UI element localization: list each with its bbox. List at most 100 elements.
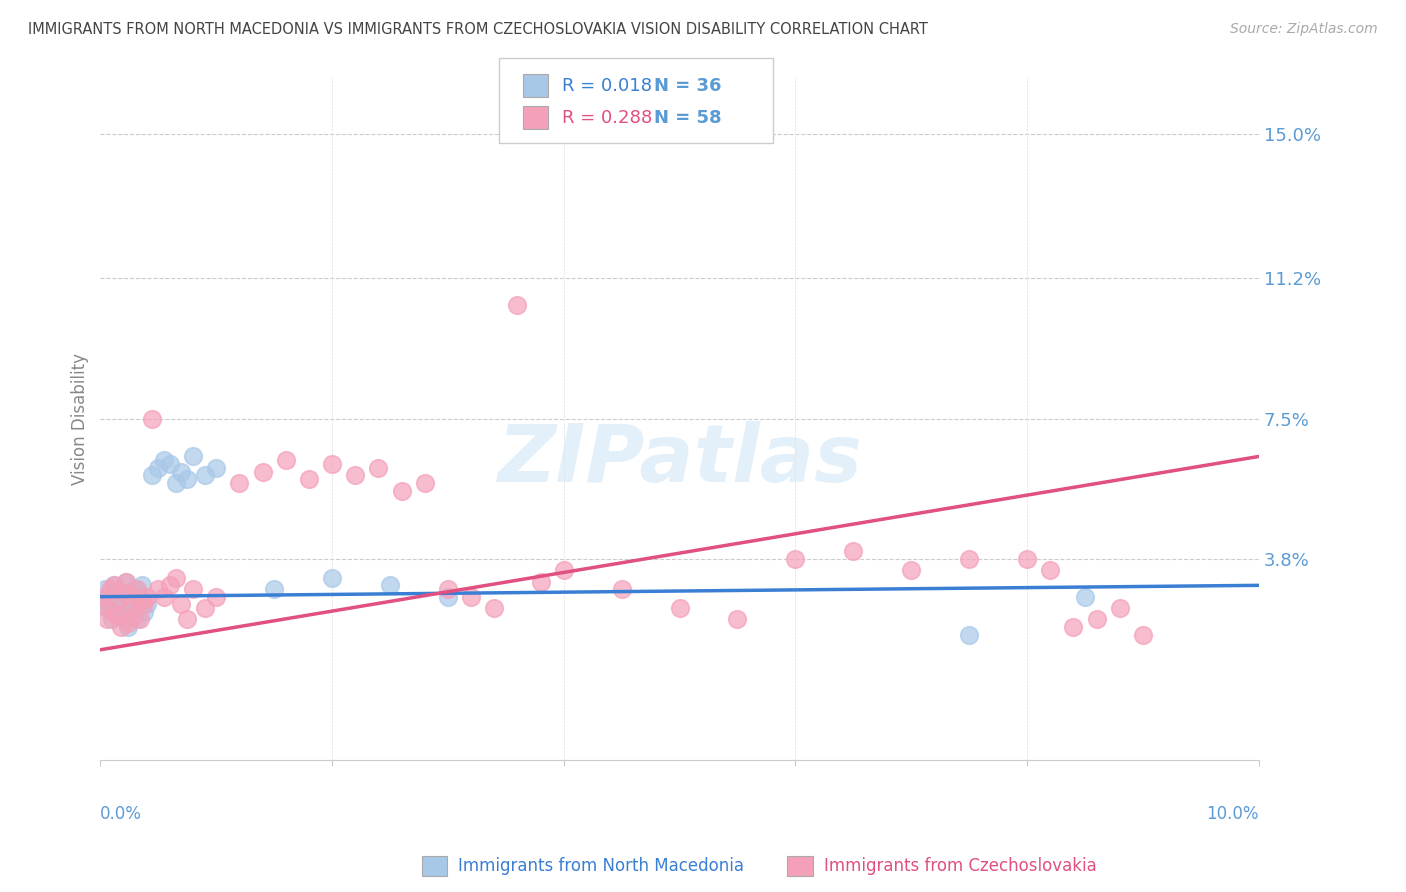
Point xyxy=(148,582,170,596)
Point xyxy=(98,590,121,604)
Point xyxy=(413,475,436,490)
Point xyxy=(321,571,343,585)
Point xyxy=(252,465,274,479)
Point xyxy=(117,620,139,634)
Text: ZIPatlas: ZIPatlas xyxy=(498,420,862,499)
Point xyxy=(1039,563,1062,577)
Point xyxy=(194,601,217,615)
Point xyxy=(900,563,922,577)
Point xyxy=(378,578,401,592)
Point xyxy=(165,475,187,490)
Text: 10.0%: 10.0% xyxy=(1206,805,1258,823)
Text: N = 36: N = 36 xyxy=(654,77,721,95)
Point xyxy=(124,590,146,604)
Point xyxy=(153,453,176,467)
Point xyxy=(148,460,170,475)
Point xyxy=(112,586,135,600)
Point xyxy=(114,574,136,589)
Point xyxy=(127,612,149,626)
Point xyxy=(367,460,389,475)
Point xyxy=(460,590,482,604)
Text: R = 0.288: R = 0.288 xyxy=(562,109,652,127)
Point xyxy=(117,616,139,631)
Text: R = 0.018: R = 0.018 xyxy=(562,77,652,95)
Text: Source: ZipAtlas.com: Source: ZipAtlas.com xyxy=(1230,22,1378,37)
Point xyxy=(506,298,529,312)
Point xyxy=(205,460,228,475)
Point xyxy=(120,593,142,607)
Point xyxy=(94,590,117,604)
Point xyxy=(437,582,460,596)
Point xyxy=(1108,601,1130,615)
Point xyxy=(1085,612,1108,626)
Point xyxy=(321,457,343,471)
Point xyxy=(134,605,156,619)
Point xyxy=(957,551,980,566)
Point xyxy=(165,571,187,585)
Point xyxy=(135,597,157,611)
Point xyxy=(263,582,285,596)
Point xyxy=(785,551,807,566)
Point xyxy=(141,411,163,425)
Point xyxy=(110,620,132,634)
Point xyxy=(128,612,150,626)
Point xyxy=(96,612,118,626)
Point xyxy=(128,590,150,604)
Point xyxy=(170,465,193,479)
Point xyxy=(176,472,198,486)
Point xyxy=(553,563,575,577)
Text: 0.0%: 0.0% xyxy=(100,805,142,823)
Point xyxy=(170,597,193,611)
Text: N = 58: N = 58 xyxy=(654,109,721,127)
Point xyxy=(727,612,749,626)
Point xyxy=(135,590,157,604)
Point xyxy=(610,582,633,596)
Point xyxy=(121,601,143,615)
Text: IMMIGRANTS FROM NORTH MACEDONIA VS IMMIGRANTS FROM CZECHOSLOVAKIA VISION DISABIL: IMMIGRANTS FROM NORTH MACEDONIA VS IMMIG… xyxy=(28,22,928,37)
Point xyxy=(159,578,181,592)
Point xyxy=(298,472,321,486)
Text: Immigrants from Czechoslovakia: Immigrants from Czechoslovakia xyxy=(824,857,1097,875)
Point xyxy=(391,483,413,498)
Point xyxy=(98,582,121,596)
Point xyxy=(668,601,690,615)
Point xyxy=(112,586,135,600)
Point xyxy=(91,597,114,611)
Point xyxy=(110,608,132,623)
Point xyxy=(1132,627,1154,641)
Y-axis label: Vision Disability: Vision Disability xyxy=(72,352,89,484)
Point xyxy=(108,597,131,611)
Point xyxy=(228,475,250,490)
Point xyxy=(131,593,153,607)
Point xyxy=(105,605,128,619)
Point xyxy=(131,578,153,592)
Point xyxy=(1062,620,1084,634)
Point xyxy=(103,578,125,592)
Point xyxy=(121,608,143,623)
Point xyxy=(153,590,176,604)
Point xyxy=(134,597,156,611)
Point xyxy=(344,468,367,483)
Point xyxy=(274,453,297,467)
Point xyxy=(96,601,118,615)
Point xyxy=(181,450,204,464)
Point xyxy=(159,457,181,471)
Point xyxy=(108,593,131,607)
Point xyxy=(101,605,124,619)
Point xyxy=(181,582,204,596)
Point xyxy=(1074,590,1097,604)
Point xyxy=(176,612,198,626)
Text: Immigrants from North Macedonia: Immigrants from North Macedonia xyxy=(458,857,744,875)
Point xyxy=(141,468,163,483)
Point xyxy=(91,593,114,607)
Point xyxy=(205,590,228,604)
Point xyxy=(1015,551,1038,566)
Point xyxy=(124,582,146,596)
Point xyxy=(103,578,125,592)
Point xyxy=(127,582,149,596)
Point xyxy=(482,601,505,615)
Point xyxy=(437,590,460,604)
Point xyxy=(120,601,142,615)
Point xyxy=(529,574,551,589)
Point xyxy=(94,582,117,596)
